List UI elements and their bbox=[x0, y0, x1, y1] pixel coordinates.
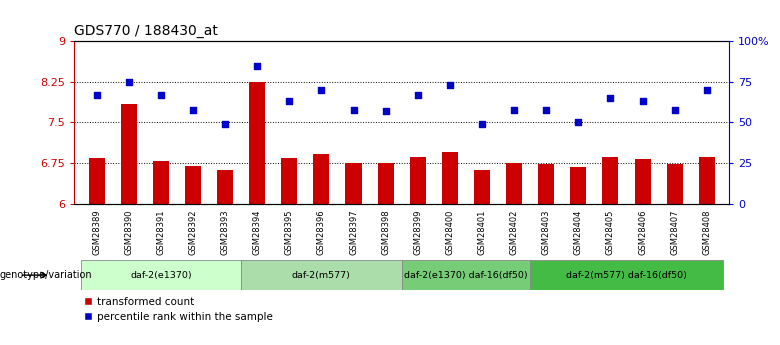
Text: GSM28397: GSM28397 bbox=[349, 209, 358, 255]
Text: GDS770 / 188430_at: GDS770 / 188430_at bbox=[74, 23, 218, 38]
Text: daf-2(e1370) daf-16(df50): daf-2(e1370) daf-16(df50) bbox=[404, 270, 528, 280]
Bar bbox=[506, 163, 522, 204]
Text: GSM28395: GSM28395 bbox=[285, 209, 294, 255]
Point bbox=[154, 92, 167, 98]
Bar bbox=[474, 170, 490, 204]
Bar bbox=[410, 157, 426, 204]
Text: daf-2(m577): daf-2(m577) bbox=[292, 270, 351, 280]
Bar bbox=[282, 158, 297, 204]
Bar bbox=[249, 82, 265, 204]
Point bbox=[700, 87, 713, 93]
Point bbox=[283, 99, 296, 104]
Bar bbox=[378, 163, 394, 204]
Bar bbox=[121, 104, 136, 204]
Text: GSM28393: GSM28393 bbox=[221, 209, 229, 255]
Text: GSM28402: GSM28402 bbox=[509, 209, 519, 255]
Text: GSM28401: GSM28401 bbox=[477, 209, 487, 255]
Text: GSM28398: GSM28398 bbox=[381, 209, 390, 255]
Point bbox=[540, 107, 552, 112]
Point bbox=[604, 95, 617, 101]
Text: GSM28396: GSM28396 bbox=[317, 209, 326, 255]
Point bbox=[636, 99, 649, 104]
Point bbox=[476, 121, 488, 127]
Bar bbox=[699, 157, 714, 204]
Text: daf-2(m577) daf-16(df50): daf-2(m577) daf-16(df50) bbox=[566, 270, 687, 280]
Bar bbox=[530, 260, 723, 290]
Point bbox=[186, 107, 199, 112]
Point bbox=[347, 107, 360, 112]
Bar bbox=[153, 161, 168, 204]
Bar bbox=[217, 170, 233, 204]
Text: GSM28390: GSM28390 bbox=[124, 209, 133, 255]
Bar bbox=[89, 158, 105, 204]
Bar bbox=[570, 167, 587, 204]
Text: genotype/variation: genotype/variation bbox=[0, 270, 93, 280]
Text: GSM28403: GSM28403 bbox=[542, 209, 551, 255]
Text: GSM28407: GSM28407 bbox=[670, 209, 679, 255]
Point bbox=[315, 87, 328, 93]
Bar bbox=[346, 163, 362, 204]
Text: daf-2(e1370): daf-2(e1370) bbox=[130, 270, 192, 280]
Text: GSM28389: GSM28389 bbox=[92, 209, 101, 255]
Text: GSM28399: GSM28399 bbox=[413, 209, 422, 255]
Bar bbox=[538, 164, 555, 204]
Bar bbox=[185, 166, 201, 204]
Bar bbox=[635, 159, 651, 204]
Text: GSM28391: GSM28391 bbox=[156, 209, 165, 255]
Point bbox=[444, 82, 456, 88]
Bar bbox=[314, 154, 329, 204]
Text: GSM28406: GSM28406 bbox=[638, 209, 647, 255]
Text: GSM28394: GSM28394 bbox=[253, 209, 261, 255]
Bar bbox=[241, 260, 402, 290]
Text: GSM28392: GSM28392 bbox=[189, 209, 197, 255]
Point bbox=[572, 120, 584, 125]
Text: GSM28408: GSM28408 bbox=[702, 209, 711, 255]
Point bbox=[668, 107, 681, 112]
Point bbox=[412, 92, 424, 98]
Bar bbox=[441, 152, 458, 204]
Point bbox=[251, 63, 264, 68]
Legend: transformed count, percentile rank within the sample: transformed count, percentile rank withi… bbox=[80, 293, 277, 326]
Bar bbox=[667, 164, 682, 204]
Point bbox=[219, 121, 232, 127]
Bar bbox=[402, 260, 530, 290]
Point bbox=[90, 92, 103, 98]
Bar bbox=[602, 157, 619, 204]
Point bbox=[508, 107, 520, 112]
Text: GSM28405: GSM28405 bbox=[606, 209, 615, 255]
Text: GSM28400: GSM28400 bbox=[445, 209, 455, 255]
Text: GSM28404: GSM28404 bbox=[574, 209, 583, 255]
Point bbox=[379, 108, 392, 114]
Bar bbox=[80, 260, 241, 290]
Point bbox=[122, 79, 135, 85]
